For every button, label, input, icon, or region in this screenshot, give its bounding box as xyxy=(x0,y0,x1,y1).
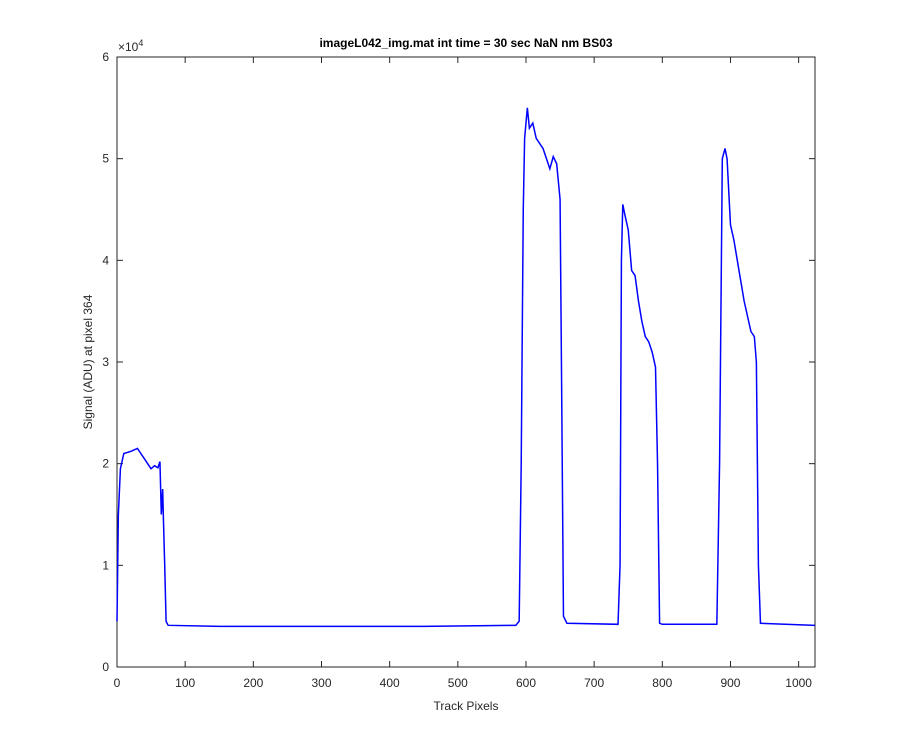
plot-area xyxy=(116,56,816,668)
x-axis-label: Track Pixels xyxy=(434,699,499,713)
y-multiplier-power: 4 xyxy=(138,38,143,48)
y-tick-label: 5 xyxy=(102,152,109,166)
y-tick-label: 2 xyxy=(102,457,109,471)
y-tick-label: 3 xyxy=(102,355,109,369)
x-tick-label: 600 xyxy=(516,676,536,690)
x-tick-label: 100 xyxy=(175,676,195,690)
x-tick-label: 200 xyxy=(243,676,263,690)
x-tick-label: 500 xyxy=(448,676,468,690)
data-line xyxy=(116,107,816,628)
x-tick-label: 400 xyxy=(380,676,400,690)
chart-title: imageL042_img.mat int time = 30 sec NaN … xyxy=(319,36,612,50)
y-tick-label: 6 xyxy=(102,50,109,64)
y-tick-label: 4 xyxy=(102,253,109,267)
x-tick-label: 700 xyxy=(584,676,604,690)
y-multiplier-base: ×10 xyxy=(118,40,139,54)
y-axis-label: Signal (ADU) at pixel 364 xyxy=(81,294,95,429)
x-tick-label: 300 xyxy=(311,676,331,690)
y-multiplier: ×104 xyxy=(118,38,143,54)
x-tick-label: 0 xyxy=(114,676,121,690)
x-tick-label: 1000 xyxy=(785,676,812,690)
y-tick-label: 1 xyxy=(102,558,109,572)
x-tick-label: 900 xyxy=(720,676,740,690)
x-tick-label: 800 xyxy=(652,676,672,690)
y-tick-label: 0 xyxy=(102,660,109,674)
